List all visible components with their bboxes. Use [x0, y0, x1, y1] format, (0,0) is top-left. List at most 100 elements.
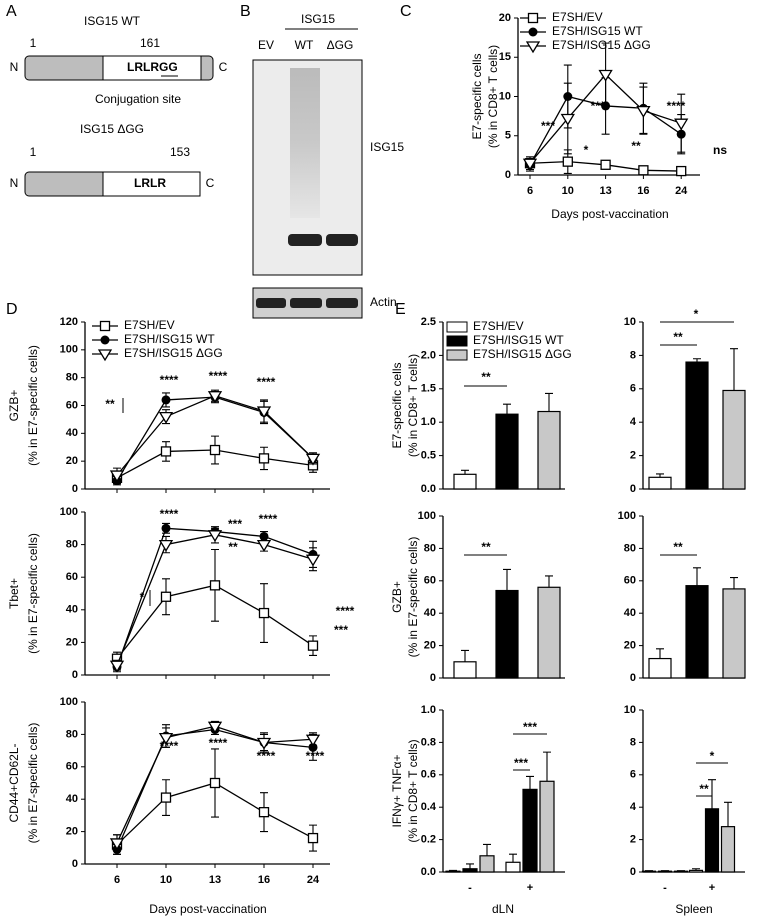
y-tick-label: 0 [430, 672, 436, 684]
y-axis-label: GZB+ [390, 581, 404, 613]
marker [256, 737, 272, 750]
significance: **** [336, 604, 355, 618]
y-tick-label: 2 [630, 450, 636, 462]
marker [560, 113, 575, 126]
construct-title: ISG15 ΔGG [80, 122, 144, 136]
y-axis-label: (% in E7-specific cells) [26, 345, 40, 466]
residue-start: 1 [30, 145, 37, 159]
legend-label: E7SH/ISG15 ΔGG [552, 38, 651, 52]
legend-label: E7SH/ISG15 WT [473, 333, 564, 347]
bar [539, 780, 555, 873]
y-tick-label: 1.0 [421, 416, 436, 428]
residue-start: 1 [30, 36, 37, 50]
error-bar [543, 751, 551, 782]
marker [308, 742, 318, 752]
significance: **** [591, 99, 610, 113]
y-tick-label: 60 [424, 575, 436, 587]
y-axis-label: E7-specific cells [390, 362, 404, 448]
error-bar [483, 843, 491, 856]
y-tick-label: 40 [624, 607, 636, 619]
y-tick-label: 80 [66, 372, 78, 384]
error-bar [693, 358, 701, 363]
error-bar [724, 801, 732, 827]
y-tick-label: 0 [72, 483, 78, 495]
marker [100, 335, 110, 345]
error-bar [449, 869, 457, 872]
marker [97, 349, 113, 362]
blot-label: Actin [370, 295, 397, 309]
y-tick-label: 80 [424, 542, 436, 554]
marker [305, 554, 321, 567]
error-bar [693, 567, 701, 586]
legend-label: E7SH/EV [124, 318, 175, 332]
significance: ** [673, 540, 683, 554]
bar [537, 410, 561, 490]
panel-label: C [400, 3, 412, 20]
error-bar [692, 868, 700, 871]
bar [673, 870, 689, 873]
significance: **** [306, 749, 325, 763]
error-bar [730, 348, 738, 391]
bar [445, 870, 461, 873]
significance: ** [105, 397, 115, 411]
bar [462, 868, 478, 873]
significance: ** [673, 330, 683, 344]
y-axis-label: (% in CD8+ T cells) [486, 45, 500, 148]
y-tick-label: 4 [630, 416, 637, 428]
x-tick-label: 24 [675, 185, 688, 197]
y-tick-label: 2 [630, 834, 636, 846]
marker [638, 165, 649, 176]
y-axis-label: Tbet+ [7, 578, 21, 609]
y-axis-label: (% in E7-specific cells) [26, 723, 40, 844]
n-terminus: N [10, 60, 19, 74]
marker [256, 539, 272, 552]
y-axis-label: GZB+ [7, 390, 21, 422]
x-tick-label: 24 [307, 874, 320, 886]
marker [676, 165, 687, 177]
c-terminus: C [206, 176, 215, 190]
y-tick-label: 100 [60, 506, 78, 518]
bar [657, 870, 673, 873]
panel-label: A [6, 3, 17, 20]
y-tick-label: 100 [418, 510, 436, 522]
y-tick-label: 10 [624, 704, 636, 716]
bar [495, 589, 519, 679]
marker [109, 838, 125, 851]
legend-label: E7SH/EV [552, 10, 603, 24]
significance: *** [523, 720, 537, 734]
y-tick-label: 0 [630, 866, 636, 878]
x-tick-label: 13 [599, 185, 611, 197]
marker [209, 777, 221, 789]
error-bar [708, 779, 716, 809]
y-tick-label: 20 [499, 12, 511, 24]
error-bar [526, 775, 534, 790]
bar [479, 855, 495, 873]
c-terminus: C [219, 60, 228, 74]
marker [160, 446, 172, 457]
y-tick-label: 20 [66, 826, 78, 838]
error-bar [656, 473, 664, 478]
significance: * [710, 749, 715, 763]
panel-label: E [395, 301, 406, 318]
y-tick-label: 100 [60, 696, 78, 708]
x-tick-label: 6 [527, 185, 533, 197]
y-tick-label: 20 [424, 640, 436, 652]
error-bar [730, 577, 738, 589]
y-tick-label: 20 [66, 455, 78, 467]
marker [259, 531, 269, 541]
marker [527, 12, 539, 24]
x-tick-label: - [468, 882, 472, 894]
bar [648, 657, 672, 679]
bar [704, 808, 720, 873]
y-tick-label: 100 [618, 510, 636, 522]
panel-label: D [6, 301, 18, 318]
significance: *** [334, 623, 348, 637]
y-tick-label: 100 [60, 344, 78, 356]
legend-swatch [446, 349, 468, 361]
x-tick-label: + [527, 882, 533, 894]
y-tick-label: 0.6 [421, 769, 436, 781]
motif: LRLRGG [127, 60, 178, 74]
y-tick-label: 20 [66, 636, 78, 648]
significance: **** [209, 736, 228, 750]
marker [109, 470, 125, 483]
